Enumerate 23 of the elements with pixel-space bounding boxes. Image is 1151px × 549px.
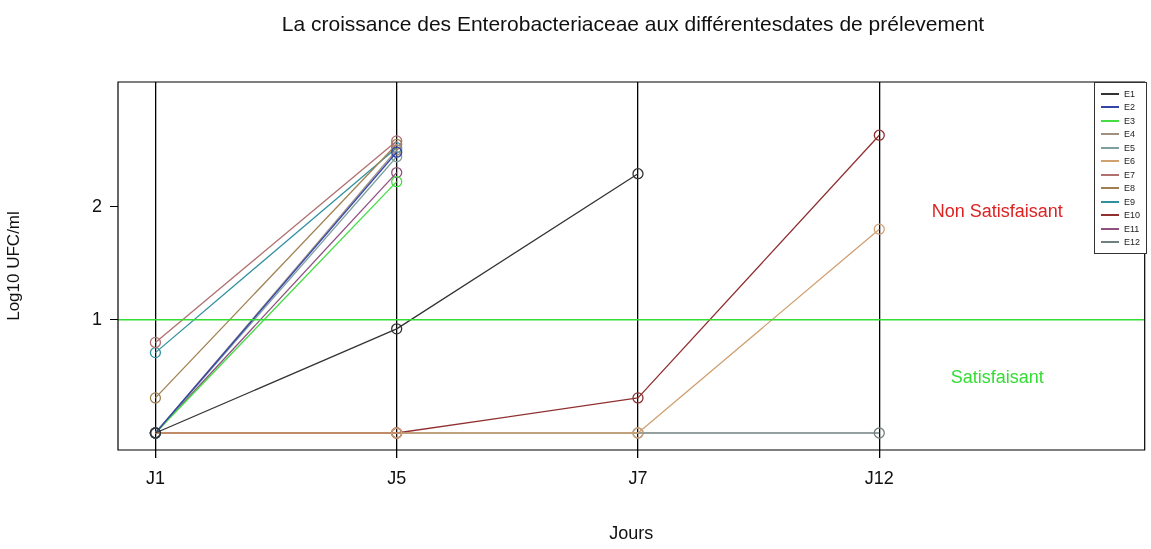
annotation: Non Satisfaisant bbox=[931, 200, 1063, 221]
x-tick-label: J12 bbox=[864, 467, 894, 488]
y-axis-title: Log10 UFC/ml bbox=[3, 211, 23, 321]
x-tick-label: J1 bbox=[145, 467, 165, 488]
legend-label: E9 bbox=[1123, 195, 1136, 209]
legend-label: E8 bbox=[1123, 182, 1136, 195]
legend-label: E7 bbox=[1123, 168, 1136, 182]
legend-label: E5 bbox=[1123, 141, 1136, 155]
legend-label: E4 bbox=[1123, 128, 1136, 141]
annotation: Satisfaisant bbox=[950, 366, 1044, 387]
legend-label: E2 bbox=[1123, 101, 1136, 114]
chart-title: La croissance des Enterobacteriaceae aux différentesdates de prélevement bbox=[280, 12, 986, 36]
legend-label: E1 bbox=[1123, 87, 1136, 101]
x-tick-label: J5 bbox=[387, 467, 407, 488]
y-tick-label: 2 bbox=[91, 195, 102, 216]
legend-label: E3 bbox=[1123, 114, 1136, 128]
y-tick-label: 1 bbox=[91, 308, 102, 329]
legend-label: E11 bbox=[1123, 222, 1140, 236]
legend-label: E10 bbox=[1123, 209, 1140, 222]
legend-label: E6 bbox=[1123, 155, 1136, 168]
x-tick-label: J7 bbox=[628, 467, 648, 488]
x-axis-title: Jours bbox=[609, 523, 654, 544]
legend-label: E12 bbox=[1123, 236, 1140, 249]
